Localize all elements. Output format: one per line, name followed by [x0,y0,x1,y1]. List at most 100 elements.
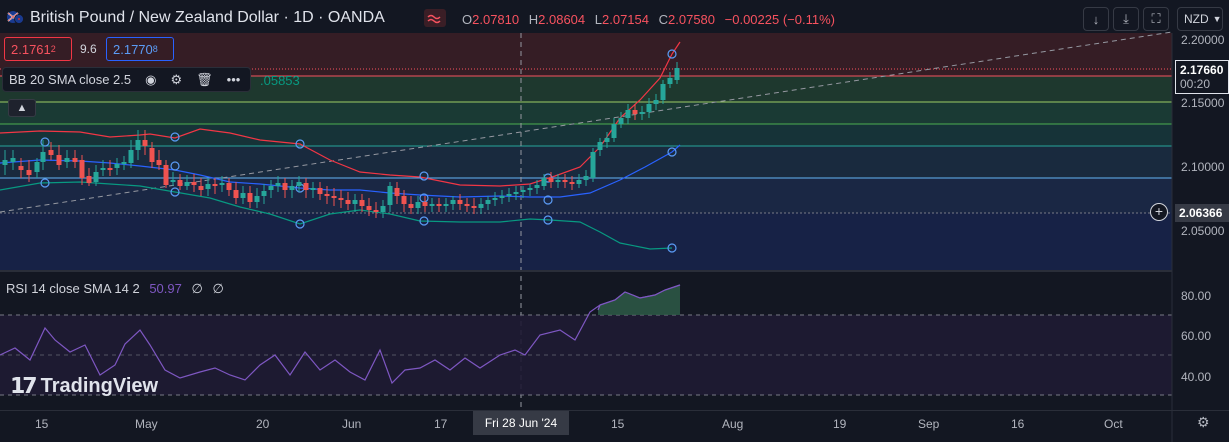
candle-body [352,200,358,204]
candle-body [156,160,162,165]
time-label: 16 [1011,417,1025,431]
collapse-icon: ⤓ [1123,11,1129,26]
eye-icon[interactable]: ◉ [145,71,157,87]
candle-body [107,168,113,170]
candle-body [142,140,148,146]
candle-body [366,206,372,210]
ohlc-values: O2.07810 H2.08604 L2.07154 C2.07580 −0.0… [462,12,835,27]
candle-body [128,150,134,163]
candle-body [191,182,197,185]
tradingview-logo[interactable]: 𝟭𝟳 TradingView [10,373,159,398]
candle-body [478,204,484,208]
candle-body [380,206,386,212]
candle-body [2,160,8,165]
candle-body [513,192,519,194]
collapse-button[interactable]: ⤓ [1113,7,1139,31]
flag-icon [7,11,24,24]
candle-body [471,206,477,208]
time-label: 19 [833,417,847,431]
candle-body [233,190,239,198]
candle-body [149,148,155,162]
candle-body [64,158,70,162]
candles[interactable] [2,62,680,218]
candle-body [464,204,470,206]
rsi-axis-label: 80.00 [1181,289,1212,303]
candle-body [485,200,491,204]
time-label: Sep [918,417,940,431]
candle-body [268,186,274,190]
candle-body [93,172,99,182]
arrow-down-button[interactable]: ↓ [1083,7,1109,31]
more-icon[interactable]: ••• [226,72,241,87]
candle-body [40,152,46,162]
candle-body [422,202,428,206]
plus-circle-icon[interactable]: + [1150,203,1168,221]
candle-body [177,180,183,186]
gear-icon[interactable]: ⚙ [1197,414,1210,430]
candle-body [408,204,414,208]
candle-body [597,142,603,150]
time-label: Oct [1104,417,1123,431]
candle-body [429,204,435,206]
candle-body [632,110,638,114]
sell-button[interactable]: 2.1761 2 [4,37,72,61]
rsi-legend[interactable]: RSI 14 close SMA 14 2 50.97 ∅ ∅ [6,281,224,296]
candle-body [212,184,218,186]
bb-value: .05853 [260,73,300,88]
chevron-up-icon: ▲ [16,102,28,114]
candle-body [625,110,631,118]
time-label: 15 [611,417,625,431]
candle-body [387,186,393,205]
buy-button[interactable]: 2.1770 8 [106,37,174,61]
candle-body [548,178,554,182]
candle-body [618,118,624,124]
bb-legend[interactable]: BB 20 SMA close 2.5 ◉ ⚙ 🗑 ••• [2,67,252,92]
bb-basis[interactable] [0,144,681,198]
candle-body [401,196,407,204]
candle-body [18,166,24,170]
candle-body [562,180,568,182]
top-bar: British Pound / New Zealand Dollar · 1D … [0,0,1229,34]
currency-button[interactable]: NZD ▼ [1177,7,1223,31]
rsi-axis-label: 60.00 [1181,329,1212,343]
replay-icon[interactable] [424,9,446,27]
candle-body [275,183,281,186]
candle-body [506,194,512,196]
price-label: 2.05000 [1181,224,1225,238]
candle-body [48,150,54,155]
tv-logo-icon: 𝟭𝟳 [10,373,38,398]
candle-body [310,188,316,190]
candle-body [653,100,659,104]
candle-body [282,183,288,190]
candle-body [317,188,323,194]
bb-lower-band[interactable] [0,181,673,250]
candle-body [555,180,561,182]
legend-collapse-button[interactable]: ▲ [8,99,36,117]
candle-body [205,184,211,189]
candle-body [604,138,610,142]
time-label: 15 [35,417,49,431]
bb-upper-band[interactable] [0,41,681,187]
gear-icon[interactable]: ⚙ [170,71,183,87]
candle-body [583,176,589,180]
candle-body [394,188,400,196]
candle-body [450,200,456,204]
candle-body [163,165,169,185]
candle-body [324,194,330,196]
rsi-axis-label: 40.00 [1181,370,1212,384]
candle-body [303,183,309,190]
candle-body [639,112,645,114]
fullscreen-icon: ⛶ [1151,11,1161,26]
candle-body [121,162,127,164]
candle-body [611,124,617,138]
candle-body [667,78,673,84]
symbol-title[interactable]: British Pound / New Zealand Dollar · 1D … [30,9,385,26]
fullscreen-button[interactable]: ⛶ [1143,7,1169,31]
trash-icon[interactable]: 🗑 [196,71,213,87]
candle-body [10,158,16,162]
price-label: 2.20000 [1181,33,1225,47]
candle-body [240,193,246,198]
rsi-line[interactable] [0,284,681,385]
time-label: Aug [722,417,744,431]
